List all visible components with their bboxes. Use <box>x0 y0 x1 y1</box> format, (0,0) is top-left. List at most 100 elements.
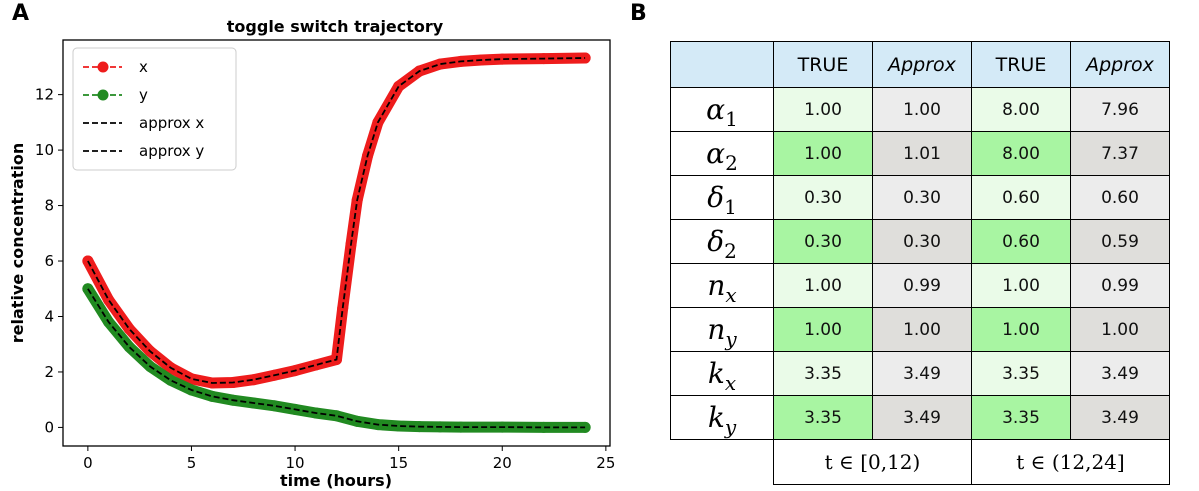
legend-label-approx-y: approx y <box>139 142 204 160</box>
data-point-x <box>434 58 446 70</box>
y-tick-label: 10 <box>35 141 54 159</box>
table-row-delta2: δ2 0.30 0.30 0.60 0.59 <box>670 219 1170 264</box>
data-point-y <box>82 283 94 295</box>
data-point-y <box>165 374 177 386</box>
value-cell: 1.00 <box>773 307 873 352</box>
table-row-kx: kx 3.35 3.49 3.35 3.49 <box>670 351 1170 396</box>
value-cell: 8.00 <box>971 131 1071 176</box>
value-cell: 1.01 <box>872 131 972 176</box>
value-cell: 3.49 <box>872 395 972 440</box>
x-tick-label: 25 <box>596 454 615 472</box>
value-cell: 0.60 <box>971 175 1071 220</box>
y-tick-label: 8 <box>44 197 54 215</box>
value-cell: 0.30 <box>773 219 873 264</box>
table-row-nx: nx 1.00 0.99 1.00 0.99 <box>670 263 1170 308</box>
table-row-alpha2: α2 1.00 1.01 8.00 7.37 <box>670 131 1170 176</box>
value-cell: 3.49 <box>1070 351 1170 396</box>
panel-a-label: A <box>12 1 30 26</box>
value-cell: 1.00 <box>971 263 1071 308</box>
table-corner-cell <box>670 41 774 88</box>
value-cell: 8.00 <box>971 87 1071 132</box>
header-approx-1: Approx <box>872 41 972 88</box>
data-point-x <box>337 302 349 314</box>
value-cell: 3.49 <box>872 351 972 396</box>
chart-title: toggle switch trajectory <box>227 17 444 36</box>
table-header-row: TRUE Approx TRUE Approx <box>670 41 1170 88</box>
y-axis-ticks: 0 2 4 6 8 10 12 <box>35 86 63 436</box>
header-true-1: TRUE <box>773 41 873 88</box>
footer-interval-2: t ∈ (12,24] <box>971 439 1170 485</box>
legend-label-y: y <box>139 86 148 104</box>
y-tick-label: 6 <box>44 252 54 270</box>
value-cell: 3.35 <box>773 351 873 396</box>
value-cell: 0.99 <box>1070 263 1170 308</box>
table-row-ny: ny 1.00 1.00 1.00 1.00 <box>670 307 1170 352</box>
legend-marker-x <box>97 61 109 73</box>
data-point-x <box>579 52 591 64</box>
param-label: δ1 <box>670 175 774 220</box>
x-tick-label: 5 <box>187 454 197 472</box>
legend-label-approx-x: approx x <box>139 114 204 132</box>
trajectory-chart: toggle switch trajectory 0 5 10 15 20 25 0 2 4 6… <box>8 17 615 490</box>
data-point-y <box>455 421 467 433</box>
series-layer <box>82 52 591 433</box>
value-cell: 7.37 <box>1070 131 1170 176</box>
data-point-y <box>579 421 591 433</box>
x-axis-ticks: 0 5 10 15 20 25 <box>83 446 615 472</box>
series-line-approx-x <box>87 57 586 384</box>
param-label: δ2 <box>670 219 774 264</box>
y-axis-label: relative concentration <box>8 143 27 343</box>
value-cell: 0.59 <box>1070 219 1170 264</box>
table-row-alpha1: α1 1.00 1.00 8.00 7.96 <box>670 87 1170 132</box>
data-point-y <box>206 390 218 402</box>
value-cell: 3.49 <box>1070 395 1170 440</box>
value-cell: 3.35 <box>971 351 1071 396</box>
legend-label-x: x <box>139 58 148 76</box>
header-approx-2: Approx <box>1070 41 1170 88</box>
x-tick-label: 10 <box>286 454 305 472</box>
value-cell: 3.35 <box>971 395 1071 440</box>
plot-frame <box>62 39 611 447</box>
data-point-y <box>268 400 280 412</box>
x-tick-label: 20 <box>493 454 512 472</box>
value-cell: 1.00 <box>773 131 873 176</box>
footer-interval-1: t ∈ [0,12) <box>773 439 972 485</box>
param-label: kx <box>670 351 774 396</box>
param-label: α2 <box>670 131 774 176</box>
legend: xy approx x approx y <box>72 47 237 171</box>
value-cell: 1.00 <box>773 263 873 308</box>
value-cell: 1.00 <box>872 87 972 132</box>
series-line-approx-y <box>87 288 586 429</box>
y-tick-label: 0 <box>44 418 54 436</box>
param-label: α1 <box>670 87 774 132</box>
data-point-x <box>248 374 260 386</box>
param-label: ny <box>670 307 774 352</box>
value-cell: 0.99 <box>872 263 972 308</box>
y-tick-label: 2 <box>44 363 54 381</box>
y-tick-label: 12 <box>35 86 54 104</box>
data-point-x <box>103 294 115 306</box>
y-tick-label: 4 <box>44 307 54 325</box>
value-cell: 0.60 <box>1070 175 1170 220</box>
x-axis-label: time (hours) <box>280 471 392 490</box>
panel-b-label: B <box>630 1 647 26</box>
table-row-ky: ky 3.35 3.49 3.35 3.49 <box>670 395 1170 440</box>
parameter-table: TRUE Approx TRUE Approx α1 1.00 1.00 8.0… <box>670 41 1170 485</box>
param-label: ky <box>670 395 774 440</box>
data-point-x <box>310 359 322 371</box>
value-cell: 1.00 <box>1070 307 1170 352</box>
value-cell: 1.00 <box>773 87 873 132</box>
x-tick-label: 0 <box>83 454 93 472</box>
value-cell: 0.60 <box>971 219 1071 264</box>
data-point-x <box>496 53 508 65</box>
header-true-2: TRUE <box>971 41 1071 88</box>
value-cell: 0.30 <box>872 175 972 220</box>
x-tick-label: 15 <box>389 454 408 472</box>
value-cell: 1.00 <box>971 307 1071 352</box>
value-cell: 0.30 <box>773 175 873 220</box>
value-cell: 0.30 <box>872 219 972 264</box>
value-cell: 7.96 <box>1070 87 1170 132</box>
legend-box <box>72 47 237 171</box>
footer-blank-cell <box>671 440 774 485</box>
param-label: nx <box>670 263 774 308</box>
